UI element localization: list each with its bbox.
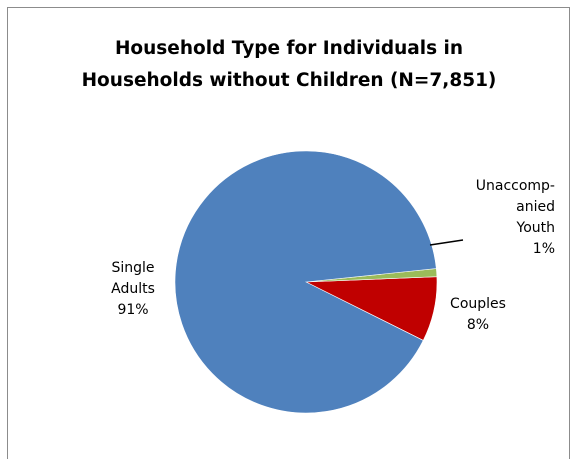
youth-label-pct: 1% xyxy=(532,241,555,257)
single-adults-label-pct: 91% xyxy=(117,302,149,318)
chart-title-line-2: Households without Children (N=7,851) xyxy=(81,70,497,91)
youth-label-line-1: Unaccomp- xyxy=(475,178,555,194)
couples-label-pct: 8% xyxy=(466,317,490,333)
data-label-couples: Couples 8% xyxy=(438,294,518,336)
chart-title-line-1: Household Type for Individuals in xyxy=(114,38,464,59)
youth-leader-line xyxy=(429,239,464,246)
youth-label-line-3: Youth xyxy=(516,220,556,236)
couples-label-line-1: Couples xyxy=(450,296,506,312)
data-label-single-adults: Single Adults 91% xyxy=(98,258,168,321)
data-label-unaccompanied-youth: Unaccomp- anied Youth 1% xyxy=(455,176,565,260)
youth-label-line-2: anied xyxy=(516,199,555,215)
slice-single-adults xyxy=(174,150,437,414)
single-adults-label-line-2: Adults xyxy=(111,281,155,297)
single-adults-label-line-1: Single xyxy=(111,260,155,276)
